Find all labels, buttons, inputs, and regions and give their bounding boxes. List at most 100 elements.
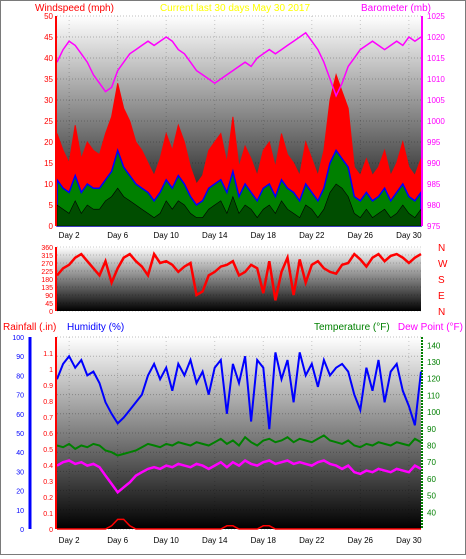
- rainfall-axis-tick-label: 0.5: [43, 447, 53, 454]
- humidity-x-tick-label: Day 18: [251, 536, 277, 545]
- temperature-axis-tick-label: 100: [427, 408, 441, 417]
- dewpoint-axis-label: Dew Point (°F): [398, 322, 463, 333]
- compass-label: W: [438, 259, 448, 270]
- rainfall-axis-tick-label: 0.9: [43, 383, 53, 390]
- temperature-series: [56, 434, 422, 457]
- barometer-axis-tick-label: 985: [427, 180, 441, 189]
- wind-direction-series: [56, 251, 422, 301]
- barometer-axis-tick-label: 995: [427, 138, 441, 147]
- humidity-axis-tick-label: 50: [16, 431, 24, 438]
- humidity-axis-tick-label: 20: [16, 489, 24, 496]
- temperature-axis-tick-label: 140: [427, 341, 441, 350]
- wind-axis-tick-label: 40: [44, 54, 53, 63]
- rainfall-axis-tick-label: 0: [49, 527, 53, 534]
- direction-axis-tick-label: 315: [41, 253, 53, 260]
- humidity-x-tick-label: Day 14: [202, 536, 228, 545]
- wind-axis-tick-label: 10: [44, 180, 53, 189]
- dewpoint-line: [56, 458, 422, 495]
- temperature-axis-tick-label: 40: [427, 508, 436, 517]
- direction-axis-tick-label: 135: [41, 285, 53, 292]
- humidity-axis-tick-label: 10: [16, 508, 24, 515]
- barometer-axis-tick-label: 1025: [427, 12, 445, 21]
- humidity-axis-tick-label: 30: [16, 469, 24, 476]
- dewpoint-series: [56, 458, 422, 495]
- temperature-axis-tick-label: 60: [427, 475, 436, 484]
- wind-x-tick-label: Day 30: [396, 231, 422, 240]
- humidity-axis-tick-label: 80: [16, 373, 24, 380]
- humidity-axis-tick-label: 0: [20, 527, 24, 534]
- temperature-axis-tick-label: 90: [427, 425, 436, 434]
- wind-axis-tick-label: 25: [44, 117, 53, 126]
- direction-axis-tick-label: 90: [45, 293, 53, 300]
- rainfall-left-axis: 0 0.1 0.2 0.3 0.4 0.5 0.6 0.7 0.8 0.9 1 1.1: [43, 337, 57, 534]
- wind-x-tick-label: Day 2: [59, 231, 80, 240]
- compass-label: S: [438, 275, 445, 286]
- barometer-right-axis: 975 980 985 990 995 1000 1005 1010 1015 1020 1025: [421, 12, 445, 231]
- wind-direction-line: [56, 251, 422, 301]
- header-left-title: Windspeed (mph): [35, 3, 114, 14]
- barometer-axis-tick-label: 1010: [427, 75, 445, 84]
- humidity-x-tick-label: Day 30: [396, 536, 422, 545]
- direction-axis-tick-label: 270: [41, 261, 53, 268]
- rainfall-axis-tick-label: 0.1: [43, 511, 53, 518]
- humidity-x-tick-label: Day 2: [59, 536, 80, 545]
- compass-label: N: [438, 307, 445, 318]
- humidity-x-tick-label: Day 6: [107, 536, 128, 545]
- rainfall-series: [57, 518, 421, 530]
- wind-x-tick-label: Day 22: [299, 231, 325, 240]
- compass-label: E: [438, 291, 445, 302]
- direction-axis-tick-label: 45: [45, 301, 53, 308]
- rainfall-axis-tick-label: 1.1: [43, 351, 53, 358]
- rainfall-axis-label: Rainfall (.in): [3, 322, 56, 333]
- barometer-axis-tick-label: 975: [427, 222, 441, 231]
- temperature-axis-tick-label: 120: [427, 375, 441, 384]
- humidity-x-tick-label: Day 10: [154, 536, 180, 545]
- wind-axis-tick-label: 45: [44, 33, 53, 42]
- header-center-title: Current last 30 days May 30 2017: [160, 3, 311, 14]
- direction-axis-tick-label: 180: [41, 277, 53, 284]
- temperature-axis-tick-label: 110: [427, 391, 440, 400]
- wind-axis-tick-label: 5: [49, 201, 54, 210]
- wind-x-tick-label: Day 18: [251, 231, 277, 240]
- wind-low-line: [56, 183, 422, 227]
- barometer-axis-tick-label: 980: [427, 201, 441, 210]
- humidity-axis-tick-label: 60: [16, 412, 24, 419]
- humidity-series: [56, 352, 422, 430]
- temperature-axis-tick-label: 70: [427, 458, 436, 467]
- wind-x-tick-label: Day 26: [348, 231, 374, 240]
- barometer-axis-tick-label: 1000: [427, 117, 445, 126]
- barometer-axis-tick-label: 1005: [427, 96, 445, 105]
- temperature-axis-tick-label: 80: [427, 442, 436, 451]
- barometer-axis-tick-label: 990: [427, 159, 441, 168]
- wind-x-tick-label: Day 6: [107, 231, 128, 240]
- humidity-x-axis: Day 2 Day 6 Day 10 Day 14 Day 18 Day 22 Day 26…: [59, 536, 422, 545]
- wind-axis-tick-label: 15: [44, 159, 53, 168]
- humidity-x-tick-label: Day 22: [299, 536, 325, 545]
- wind-low-series: [56, 183, 422, 227]
- humidity-axis-label: Humidity (%): [67, 322, 124, 333]
- rainfall-axis-tick-label: 1: [49, 367, 53, 374]
- wind-x-tick-label: Day 14: [202, 231, 228, 240]
- temperature-axis-tick-label: 50: [427, 492, 436, 501]
- humidity-axis-tick-label: 90: [16, 354, 24, 361]
- direction-axis-tick-label: 0: [49, 309, 53, 316]
- rainfall-axis-tick-label: 0.7: [43, 415, 53, 422]
- humidity-axis-tick-label: 40: [16, 450, 24, 457]
- humidity-left-axis: 0 10 20 30 40 50 60 70 80 90 100: [12, 335, 32, 534]
- rainfall-axis-tick-label: 0.3: [43, 479, 53, 486]
- humidity-plot-background: [57, 337, 421, 529]
- wind-axis-tick-label: 20: [44, 138, 53, 147]
- rainfall-axis-tick-label: 0.8: [43, 399, 53, 406]
- wind-axis-tick-label: 30: [44, 96, 53, 105]
- compass-label: N: [438, 243, 445, 254]
- barometer-axis-tick-label: 1015: [427, 54, 445, 63]
- wind-left-axis: 0 5 10 15 20 25 30 35 40 45 50: [44, 12, 57, 231]
- humidity-axis-tick-label: 70: [16, 393, 24, 400]
- temperature-axis-tick-label: 130: [427, 358, 441, 367]
- barometer-line: [56, 31, 422, 98]
- header-right-title: Barometer (mb): [361, 3, 431, 14]
